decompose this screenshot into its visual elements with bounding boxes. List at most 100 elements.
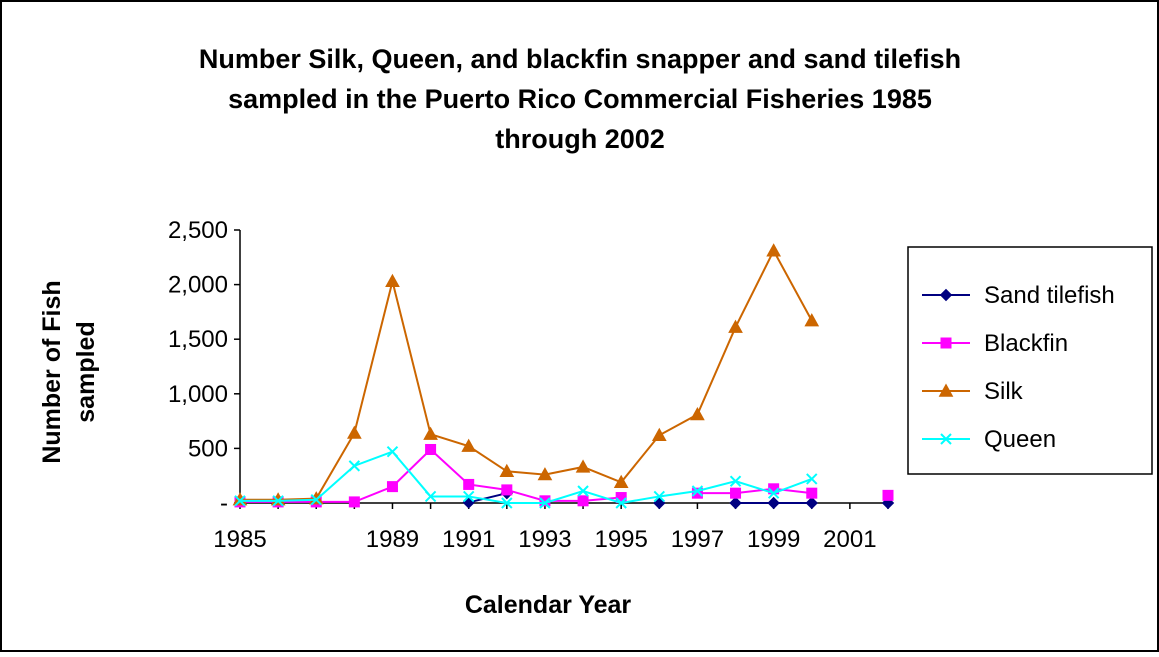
data-point (348, 496, 360, 508)
legend-item: Queen (922, 426, 1056, 453)
data-point (272, 495, 284, 507)
data-point (690, 407, 705, 421)
chart-title-line-3: through 2002 (495, 124, 665, 154)
data-point (462, 490, 475, 503)
legend-item: Sand tilefish (922, 282, 1115, 309)
data-point (425, 443, 437, 455)
data-point-stroke (767, 487, 780, 499)
data-point-stroke (348, 460, 361, 472)
legend-label: Queen (984, 426, 1056, 453)
x-tick-label: 2001 (823, 526, 876, 553)
data-point (613, 474, 629, 488)
x-tick-label: 1999 (747, 526, 800, 553)
data-point (310, 494, 322, 506)
data-point (270, 492, 286, 506)
data-point (651, 427, 667, 441)
data-point-stroke (234, 495, 246, 507)
data-point-stroke (729, 475, 742, 487)
chart-title-line-1: Number Silk, Queen, and blackfin snapper… (199, 44, 961, 74)
x-tick-label: 1997 (671, 526, 724, 553)
series-line (697, 487, 812, 495)
data-point (386, 481, 398, 493)
x-tick-label: 1991 (442, 526, 495, 553)
y-tick-label: 2,000 (168, 272, 228, 299)
data-point (806, 487, 818, 499)
y-tick-label: 2,500 (168, 217, 228, 244)
data-point-stroke (577, 485, 589, 497)
data-point (730, 487, 742, 499)
data-point-stroke (691, 485, 704, 497)
data-point-stroke (272, 495, 284, 507)
data-point-stroke (386, 445, 399, 458)
data-point-stroke (539, 497, 551, 509)
x-tick-label: 1993 (518, 526, 571, 553)
y-axis-label: Number of Fish sampled (38, 280, 100, 463)
data-point (537, 467, 553, 481)
data-point (501, 484, 513, 496)
series-silk (232, 243, 820, 506)
data-point (463, 478, 475, 490)
data-point (461, 438, 477, 452)
data-point (691, 485, 704, 497)
data-point (767, 487, 780, 499)
legend-item: Silk (922, 378, 1024, 405)
y-axis-label-line-2: sampled (72, 321, 100, 422)
y-tick-label: 1,000 (168, 381, 228, 408)
data-point (577, 485, 589, 497)
data-point (577, 495, 589, 507)
data-point (539, 497, 551, 509)
legend-label: Sand tilefish (984, 282, 1115, 309)
data-point-stroke (424, 490, 437, 503)
y-tick-label: - (220, 490, 228, 517)
x-tick-label: 1989 (366, 526, 419, 553)
data-point (424, 490, 437, 503)
legend-item: Blackfin (922, 330, 1068, 357)
data-point-stroke (462, 490, 475, 503)
data-point (423, 426, 438, 440)
data-point (938, 383, 954, 397)
series-queen (234, 445, 818, 509)
chart-title-line-2: sampled in the Puerto Rico Commercial Fi… (228, 84, 932, 114)
legend-label: Blackfin (984, 330, 1068, 357)
data-point-stroke (940, 433, 952, 445)
data-point (232, 492, 248, 506)
data-point (729, 496, 742, 510)
data-point-stroke (310, 494, 322, 506)
data-point (940, 433, 952, 445)
series-line (240, 450, 813, 505)
data-point (766, 243, 781, 257)
data-point-stroke (653, 490, 666, 503)
series-line (240, 248, 813, 501)
data-point (653, 490, 666, 503)
legend-label: Silk (984, 378, 1024, 405)
data-point (939, 288, 953, 302)
data-point-stroke (806, 473, 818, 485)
y-axis-label-line-1: Number of Fish (38, 280, 66, 463)
data-point (575, 459, 591, 473)
data-point (499, 463, 515, 478)
data-point (234, 495, 246, 507)
y-tick-label: 500 (188, 435, 228, 462)
data-point (767, 496, 780, 510)
data-point (385, 273, 400, 288)
data-point (940, 337, 952, 349)
y-tick-label: 1,500 (168, 326, 228, 353)
data-point (691, 487, 703, 499)
plot-area: - 500 1,000 1,500 2,000 2,500 1985 1989 1991 1993… (168, 217, 895, 553)
x-tick-label: 1985 (213, 526, 266, 553)
data-point (386, 445, 399, 458)
series-line (468, 492, 508, 504)
data-point (615, 497, 627, 509)
data-point-stroke (615, 497, 627, 509)
data-point (805, 496, 818, 510)
data-point (347, 425, 362, 439)
data-point (806, 473, 818, 485)
data-point (348, 460, 361, 472)
data-point (728, 319, 743, 333)
x-tick-label: 1995 (594, 526, 647, 553)
data-point (804, 313, 820, 327)
x-axis-label: Calendar Year (465, 591, 632, 619)
data-point-stroke (501, 497, 513, 509)
